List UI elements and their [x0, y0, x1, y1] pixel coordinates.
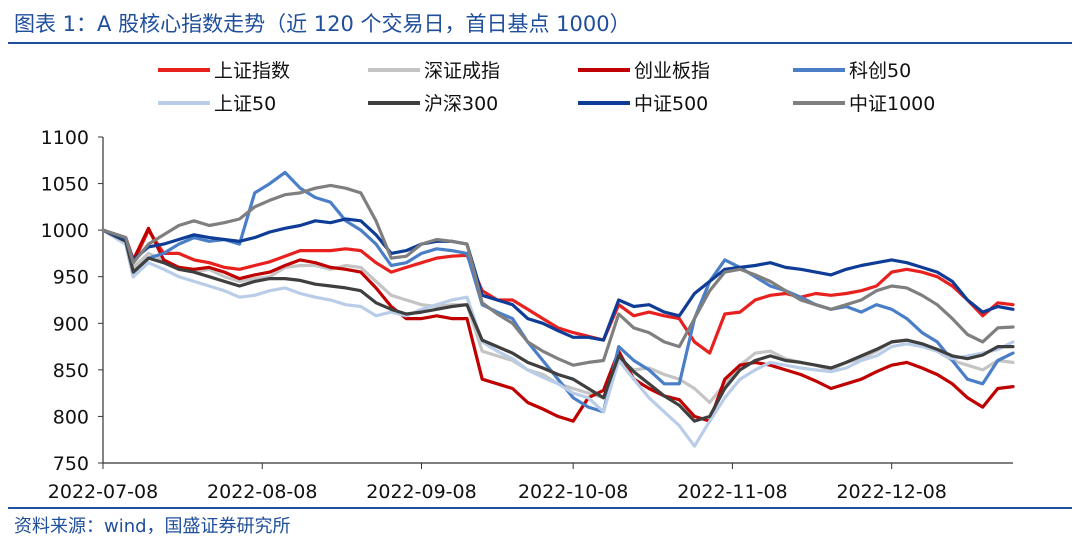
y-axis: 1100 1050 1000 950 900 850 800 750 [41, 127, 104, 475]
x-tick-label: 2022-07-08 [48, 481, 158, 503]
series-line-3 [101, 226, 1015, 423]
x-tick-label: 2022-10-08 [518, 481, 628, 503]
y-tick-label: 800 [53, 406, 89, 428]
y-tick-label: 950 [53, 267, 89, 289]
footer-divider [8, 507, 1072, 509]
legend-label: 科创50 [849, 60, 911, 82]
x-tick-label: 2022-11-08 [677, 481, 787, 503]
y-tick-label: 1100 [41, 127, 89, 149]
y-tick-label: 1050 [41, 174, 89, 196]
legend-label: 上证指数 [214, 60, 290, 82]
y-tick-label: 750 [53, 453, 89, 475]
legend-label: 中证1000 [849, 93, 935, 115]
source-note: 资料来源：wind，国盛证券研究所 [14, 516, 291, 537]
series-lines [101, 170, 1015, 448]
x-tick-label: 2022-12-08 [836, 481, 946, 503]
legend-label: 深证成指 [424, 60, 500, 82]
legend-label: 中证500 [634, 93, 708, 115]
y-tick-label: 1000 [41, 220, 89, 242]
series-line-4 [101, 170, 1015, 414]
legend-label: 上证50 [214, 93, 276, 115]
series-line-7 [101, 217, 1015, 342]
legend: 上证指数 深证成指 创业板指 科创50 上证50 沪深300 中证500 中证1000 [158, 60, 935, 115]
x-tick-label: 2022-09-08 [366, 481, 476, 503]
series-line-5 [101, 228, 1015, 448]
title-divider [8, 42, 1072, 44]
series-line-6 [101, 228, 1015, 423]
series-line-8 [101, 183, 1015, 367]
x-tick-label: 2022-08-08 [207, 481, 317, 503]
y-tick-label: 900 [53, 313, 89, 335]
chart-title: 图表 1：A 股核心指数走势（近 120 个交易日，首日基点 1000） [14, 12, 631, 36]
legend-label: 创业板指 [634, 60, 710, 82]
series-line-1 [101, 228, 1015, 355]
series-line-2 [101, 228, 1015, 405]
legend-label: 沪深300 [424, 93, 498, 115]
x-axis: 2022-07-08 2022-08-08 2022-09-08 2022-10-08… [48, 462, 1013, 503]
y-tick-label: 850 [53, 360, 89, 382]
